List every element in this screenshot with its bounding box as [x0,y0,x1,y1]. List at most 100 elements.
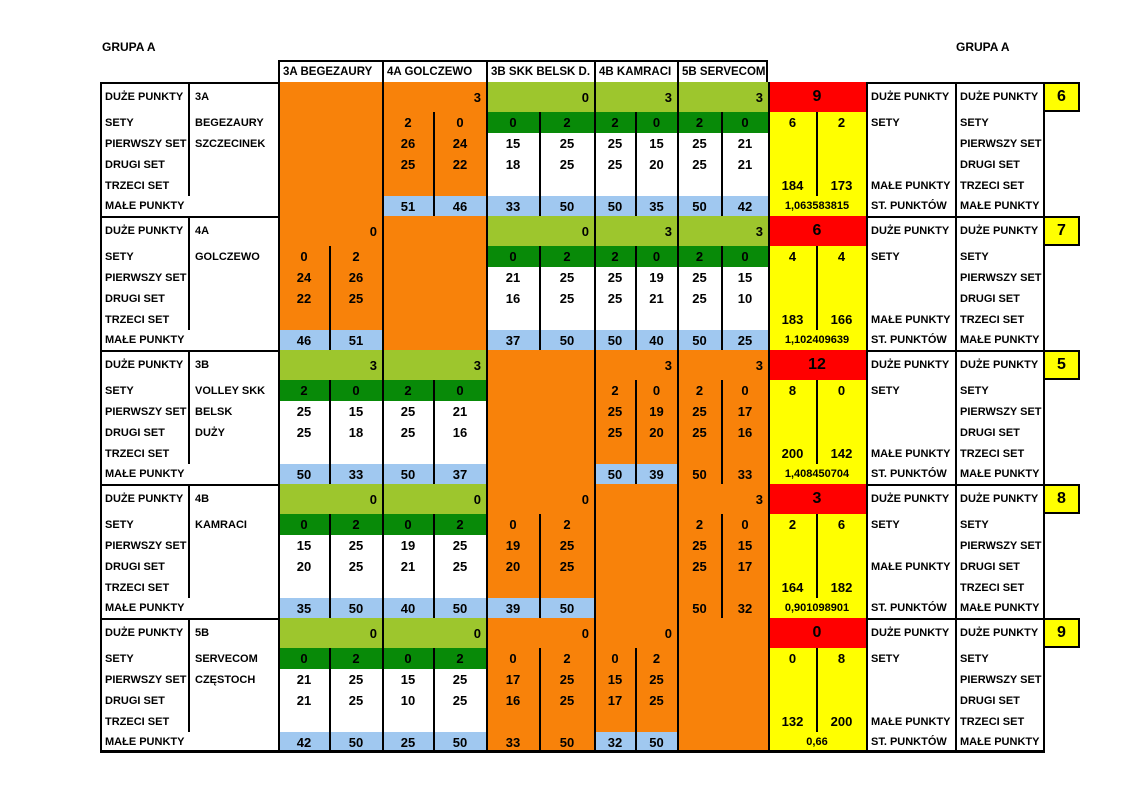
set-count-cell: 0 [486,648,540,669]
set-score-cell: 21 [434,401,486,422]
set-score-cell [636,443,677,464]
grid-line [1043,82,1045,752]
summary-row-label: DUŻE PUNKTY [871,225,950,237]
set-count-cell: 0 [636,246,677,267]
small-points-cell: 35 [278,598,330,618]
summary-set-count: 6 [768,112,817,133]
set-score-cell: 25 [540,267,594,288]
set-score-cell [722,443,768,464]
rank-cell: 9 [1045,618,1080,648]
set-score-cell [540,577,594,598]
set-score-cell: 10 [382,690,434,711]
grid-line [433,380,435,484]
team-name-line: 5B [195,627,210,639]
summary-ratio: 1,102409639 [768,330,866,350]
set-count-cell: 0 [722,112,768,133]
row-label: DRUGI SET [105,426,165,439]
summary-small-points: 183 [768,309,817,330]
summary-ratio: 1,408450704 [768,464,866,484]
team-name-line: 3A [195,91,210,103]
small-points-cell: 46 [434,196,486,216]
set-score-cell [594,309,636,330]
small-points-cell: 50 [434,732,486,752]
set-score-cell: 24 [434,133,486,154]
small-points-cell: 42 [722,196,768,216]
grid-line [188,350,190,464]
set-score-cell: 16 [486,690,540,711]
small-points-cell: 33 [722,464,768,484]
grid-line [816,246,818,330]
grid-line [539,514,541,618]
right-row-label: DRUGI SET [960,694,1020,707]
set-score-cell: 25 [434,669,486,690]
big-points-cell: 0 [594,618,677,648]
set-count-cell: 0 [434,380,486,401]
set-count-cell: 2 [594,380,636,401]
row-label: SETY [105,652,134,665]
row-label: DRUGI SET [105,292,165,305]
big-points-cell: 0 [486,618,594,648]
set-count-cell: 2 [636,648,677,669]
summary-row-label: MAŁE PUNKTY [871,313,951,326]
summary-set-count: 8 [768,380,817,401]
row-label: TRZECI SET [105,715,170,728]
grid-line [677,82,679,752]
set-score-cell: 21 [722,154,768,175]
set-count-cell: 0 [278,514,330,535]
grid-line [635,112,637,216]
row-label: PIERWSZY SET [105,271,187,284]
set-score-cell: 25 [330,669,382,690]
small-points-cell: 33 [330,464,382,484]
summary-row-label: ST. PUNKTÓW [871,468,947,480]
summary-row-label: SETY [871,384,900,397]
summary-filler [768,133,817,175]
right-row-label: DRUGI SET [960,292,1020,305]
set-score-cell [677,443,722,464]
small-points-cell: 25 [382,732,434,752]
right-row-label: MAŁE PUNKTY [960,602,1040,614]
set-score-cell [434,711,486,732]
right-row-label: DRUGI SET [960,426,1020,439]
big-points-cell: 3 [382,350,486,380]
summary-small-points: 200 [768,443,817,464]
set-score-cell [382,577,434,598]
big-points-cell: 3 [677,216,768,246]
right-row-label: DUŻE PUNKTY [960,359,1039,371]
set-count-cell: 2 [330,514,382,535]
row-label: TRZECI SET [105,179,170,192]
grid-line [188,82,190,196]
grid-line [539,246,541,350]
set-score-cell: 25 [382,401,434,422]
grid-line [635,246,637,350]
set-score-cell [434,443,486,464]
set-score-cell: 17 [722,401,768,422]
set-score-cell: 25 [330,535,382,556]
grid-line [721,514,723,618]
set-count-cell: 0 [278,648,330,669]
summary-small-points: 182 [817,577,866,598]
big-points-cell: 3 [382,82,486,112]
small-points-cell: 50 [677,598,722,618]
summary-filler [817,669,866,711]
grid-line [721,112,723,216]
summary-set-count: 0 [817,380,866,401]
set-count-cell: 2 [434,648,486,669]
grid-line [635,380,637,484]
row-label: DUŻE PUNKTY [105,91,184,103]
summary-filler [817,535,866,577]
set-score-cell: 19 [486,535,540,556]
right-row-label: SETY [960,384,989,397]
set-score-cell: 25 [594,154,636,175]
self-match-cell [677,618,768,752]
set-score-cell: 25 [540,133,594,154]
right-row-label: DRUGI SET [960,560,1020,573]
column-header: 5B SERVECOM [677,60,768,82]
set-score-cell: 15 [722,267,768,288]
right-row-label: SETY [960,518,989,531]
set-score-cell: 20 [636,154,677,175]
set-count-cell: 0 [722,246,768,267]
set-score-cell [330,711,382,732]
set-score-cell: 19 [382,535,434,556]
big-points-cell: 0 [382,484,486,514]
team-name-line: BEGEZAURY [195,116,264,129]
